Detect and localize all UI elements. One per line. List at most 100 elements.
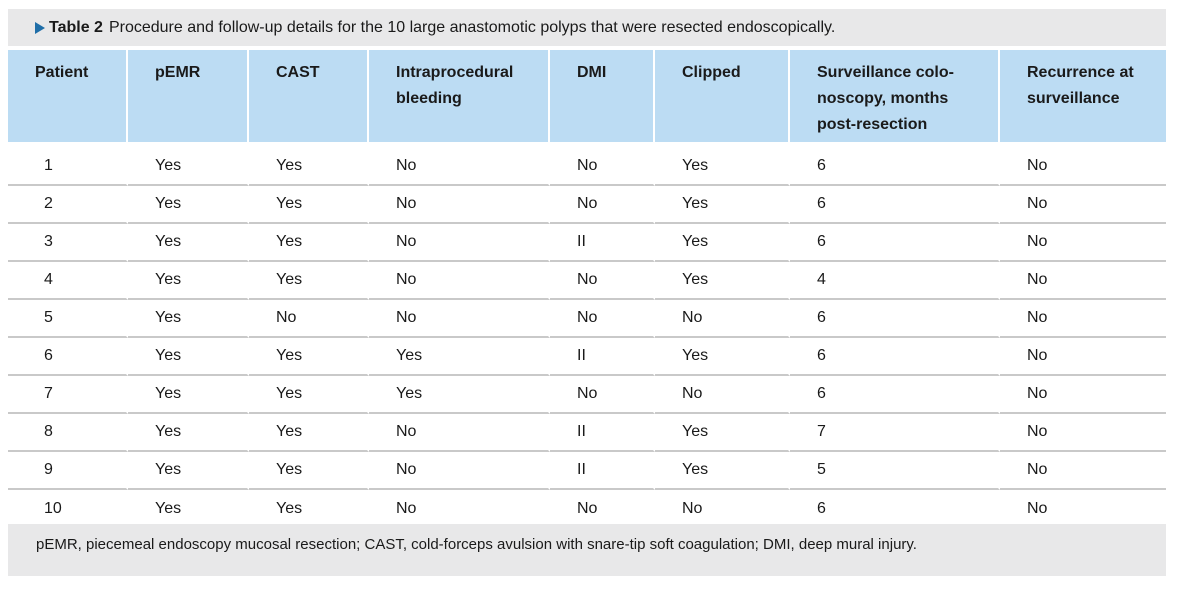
cell-cast: Yes: [249, 376, 369, 414]
cell-pemr: Yes: [128, 186, 249, 224]
cell-recurrence: No: [1000, 300, 1166, 338]
cell-patient: 9: [8, 452, 128, 490]
cell-clipped: Yes: [655, 452, 790, 490]
table-title: Procedure and follow-up details for the …: [108, 19, 836, 36]
cell-recurrence: No: [1000, 148, 1166, 186]
cell-clipped: No: [655, 376, 790, 414]
cell-surveillance: 6: [790, 376, 1000, 414]
cell-pemr: Yes: [128, 452, 249, 490]
cell-cast: Yes: [249, 490, 369, 528]
cell-bleeding: No: [369, 490, 550, 528]
cell-pemr: Yes: [128, 148, 249, 186]
table-row: 1 Yes Yes No No Yes 6 No: [8, 148, 1166, 186]
cell-clipped: Yes: [655, 338, 790, 376]
cell-clipped: Yes: [655, 262, 790, 300]
cell-bleeding: No: [369, 224, 550, 262]
cell-bleeding: No: [369, 414, 550, 452]
cell-dmi: II: [550, 452, 655, 490]
cell-surveillance: 6: [790, 148, 1000, 186]
cell-recurrence: No: [1000, 452, 1166, 490]
table-footnote: pEMR, piecemeal endoscopy mucosal resect…: [8, 524, 1166, 576]
cell-surveillance: 6: [790, 490, 1000, 528]
cell-patient: 7: [8, 376, 128, 414]
cell-cast: Yes: [249, 148, 369, 186]
header-surveillance: Surveillance colo-noscopy, months post-r…: [790, 50, 1000, 142]
cell-cast: Yes: [249, 338, 369, 376]
cell-cast: Yes: [249, 414, 369, 452]
cell-cast: Yes: [249, 186, 369, 224]
cell-clipped: Yes: [655, 186, 790, 224]
cell-clipped: No: [655, 300, 790, 338]
cell-dmi: No: [550, 490, 655, 528]
table-caption: Table 2 Procedure and follow-up details f…: [8, 9, 1166, 46]
cell-pemr: Yes: [128, 262, 249, 300]
cell-dmi: II: [550, 414, 655, 452]
cell-patient: 3: [8, 224, 128, 262]
cell-cast: Yes: [249, 224, 369, 262]
table-row: 8 Yes Yes No II Yes 7 No: [8, 414, 1166, 452]
cell-dmi: No: [550, 186, 655, 224]
cell-recurrence: No: [1000, 224, 1166, 262]
table-body: 1 Yes Yes No No Yes 6 No 2 Yes Yes No No Yes 6 No 3 Yes Ye…: [8, 148, 1166, 528]
cell-dmi: No: [550, 262, 655, 300]
header-bleeding: Intraprocedural bleeding: [369, 50, 550, 142]
cell-surveillance: 6: [790, 186, 1000, 224]
cell-surveillance: 6: [790, 224, 1000, 262]
cell-recurrence: No: [1000, 186, 1166, 224]
cell-recurrence: No: [1000, 490, 1166, 528]
header-clipped: Clipped: [655, 50, 790, 142]
table-label: Table 2: [49, 19, 103, 36]
header-patient: Patient: [8, 50, 128, 142]
table-row: 7 Yes Yes Yes No No 6 No: [8, 376, 1166, 414]
table-row: 4 Yes Yes No No Yes 4 No: [8, 262, 1166, 300]
cell-bleeding: No: [369, 452, 550, 490]
cell-cast: No: [249, 300, 369, 338]
cell-patient: 2: [8, 186, 128, 224]
cell-pemr: Yes: [128, 300, 249, 338]
cell-dmi: No: [550, 148, 655, 186]
table-row: 9 Yes Yes No II Yes 5 No: [8, 452, 1166, 490]
cell-bleeding: Yes: [369, 376, 550, 414]
cell-pemr: Yes: [128, 490, 249, 528]
cell-clipped: Yes: [655, 414, 790, 452]
cell-recurrence: No: [1000, 338, 1166, 376]
cell-patient: 4: [8, 262, 128, 300]
header-cast: CAST: [249, 50, 369, 142]
cell-patient: 6: [8, 338, 128, 376]
cell-patient: 1: [8, 148, 128, 186]
cell-dmi: No: [550, 376, 655, 414]
cell-bleeding: No: [369, 300, 550, 338]
cell-pemr: Yes: [128, 338, 249, 376]
cell-cast: Yes: [249, 262, 369, 300]
table-row: 10 Yes Yes No No No 6 No: [8, 490, 1166, 528]
cell-bleeding: Yes: [369, 338, 550, 376]
header-dmi: DMI: [550, 50, 655, 142]
table-row: 3 Yes Yes No II Yes 6 No: [8, 224, 1166, 262]
cell-clipped: Yes: [655, 148, 790, 186]
header-row: Patient pEMR CAST Intraprocedural bleedi…: [8, 50, 1166, 142]
table-row: 2 Yes Yes No No Yes 6 No: [8, 186, 1166, 224]
cell-dmi: II: [550, 224, 655, 262]
table-row: 5 Yes No No No No 6 No: [8, 300, 1166, 338]
cell-patient: 10: [8, 490, 128, 528]
cell-recurrence: No: [1000, 414, 1166, 452]
cell-surveillance: 4: [790, 262, 1000, 300]
cell-recurrence: No: [1000, 262, 1166, 300]
cell-cast: Yes: [249, 452, 369, 490]
cell-surveillance: 6: [790, 338, 1000, 376]
data-table: Patient pEMR CAST Intraprocedural bleedi…: [8, 50, 1166, 528]
cell-pemr: Yes: [128, 414, 249, 452]
cell-pemr: Yes: [128, 376, 249, 414]
table-row: 6 Yes Yes Yes II Yes 6 No: [8, 338, 1166, 376]
cell-bleeding: No: [369, 262, 550, 300]
header-recurrence: Recurrence at surveillance: [1000, 50, 1166, 142]
cell-dmi: II: [550, 338, 655, 376]
cell-recurrence: No: [1000, 376, 1166, 414]
header-pemr: pEMR: [128, 50, 249, 142]
cell-pemr: Yes: [128, 224, 249, 262]
cell-surveillance: 5: [790, 452, 1000, 490]
cell-surveillance: 6: [790, 300, 1000, 338]
cell-surveillance: 7: [790, 414, 1000, 452]
cell-dmi: No: [550, 300, 655, 338]
cell-bleeding: No: [369, 186, 550, 224]
